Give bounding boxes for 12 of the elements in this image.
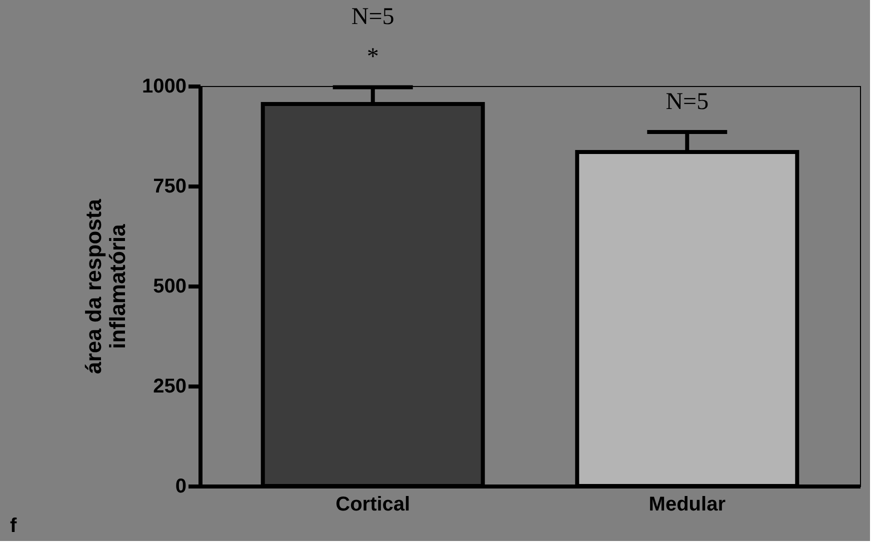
x-tick-label: Medular: [648, 494, 726, 516]
x-tick-label: Cortical: [336, 494, 410, 516]
y-axis-title: área da resposta inflamatória: [81, 198, 130, 374]
y-tick-label: 250: [153, 376, 186, 398]
y-tick-label: 1000: [142, 76, 186, 98]
annotation: N=5: [351, 4, 394, 30]
annotation: N=5: [666, 89, 709, 115]
annotation: *: [366, 44, 379, 70]
y-tick-label: 0: [175, 476, 186, 498]
y-tick-label: 750: [153, 176, 186, 198]
y-tick-label: 500: [153, 276, 186, 298]
text: f: [10, 515, 17, 537]
